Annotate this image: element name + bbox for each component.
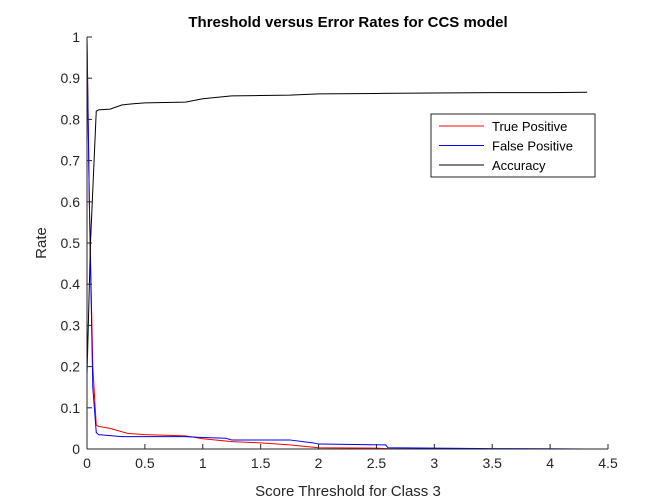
y-tick-label: 0.9 [61,70,81,86]
x-axis-label: Score Threshold for Class 3 [255,483,441,500]
legend-label: Accuracy [492,158,546,173]
y-tick-label: 0.3 [61,317,81,333]
y-tick-label: 0.7 [61,153,81,169]
axes-layer [86,36,609,450]
y-tick-labels: 0 0.1 0.2 0.3 0.4 0.5 0.6 0.7 0.8 0.9 1 [61,29,81,457]
x-tick-label: 3 [430,455,438,471]
plot-area [87,37,608,449]
x-tick-label: 1 [199,455,207,471]
series-line-accuracy [86,91,588,375]
y-tick-label: 0 [72,441,80,457]
x-tick-label: 0 [83,455,91,471]
y-tick-label: 1 [72,29,80,45]
x-tick-label: 4 [546,455,554,471]
x-tick-label: 2 [315,455,323,471]
legend-label: True Positive [492,119,567,134]
series-line-false-positive [86,36,588,450]
y-tick-label: 0.4 [61,276,81,292]
y-tick-label: 0.1 [61,400,81,416]
y-tick-label: 0.5 [61,235,81,251]
y-tick-label: 0.2 [61,359,81,375]
legend-label: False Positive [492,139,573,154]
x-tick-labels: 0 0.5 1 1.5 2 2.5 3 3.5 4 4.5 [83,455,618,471]
legend: True Positive False Positive Accuracy [430,113,596,178]
y-tick-label: 0.8 [61,111,81,127]
y-axis-label: Rate [33,227,50,259]
x-tick-label: 1.5 [251,455,271,471]
chart-title: Threshold versus Error Rates for CCS mod… [188,14,507,31]
x-tick-label: 3.5 [482,455,502,471]
x-tick-label: 4.5 [598,455,618,471]
y-tick-label: 0.6 [61,194,81,210]
x-tick-label: 2.5 [367,455,387,471]
x-tick-label: 0.5 [135,455,155,471]
